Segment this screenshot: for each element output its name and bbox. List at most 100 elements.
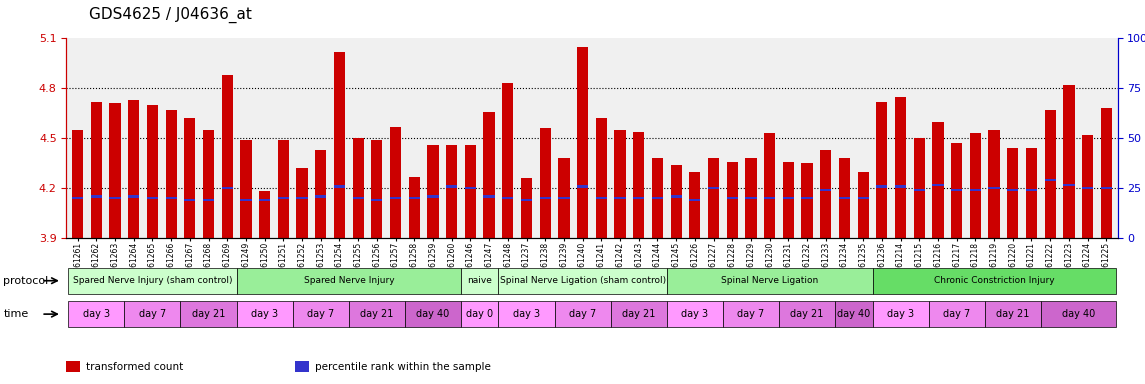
Bar xyxy=(409,177,420,238)
Bar xyxy=(1044,110,1056,238)
Bar xyxy=(876,185,887,187)
Bar xyxy=(371,140,382,238)
Bar xyxy=(503,197,513,199)
Bar xyxy=(895,97,906,238)
Bar xyxy=(539,128,551,238)
Bar xyxy=(128,100,140,238)
Bar xyxy=(895,185,906,187)
Bar xyxy=(483,112,495,238)
Bar xyxy=(409,197,420,199)
Bar xyxy=(371,199,382,201)
Bar xyxy=(932,184,943,186)
Bar xyxy=(820,189,831,191)
Bar xyxy=(297,197,308,199)
Bar xyxy=(988,130,1000,238)
Bar xyxy=(72,130,84,238)
Text: day 7: day 7 xyxy=(943,309,970,319)
Text: Chronic Constriction Injury: Chronic Constriction Injury xyxy=(934,276,1055,285)
Bar xyxy=(521,199,532,201)
Bar xyxy=(671,195,681,197)
Text: transformed count: transformed count xyxy=(86,362,183,372)
Bar xyxy=(727,162,737,238)
Bar xyxy=(390,127,401,238)
Bar xyxy=(166,110,176,238)
Bar xyxy=(203,199,214,201)
Text: day 21: day 21 xyxy=(790,309,823,319)
Text: time: time xyxy=(3,309,29,319)
Text: Spinal Nerve Ligation: Spinal Nerve Ligation xyxy=(721,276,819,285)
Text: GDS4625 / J04636_at: GDS4625 / J04636_at xyxy=(89,7,252,23)
Bar xyxy=(876,102,887,238)
Text: Spared Nerve Injury: Spared Nerve Injury xyxy=(303,276,394,285)
Bar xyxy=(297,168,308,238)
Bar xyxy=(222,187,232,189)
Bar xyxy=(1026,189,1037,191)
Bar xyxy=(970,189,981,191)
Text: day 21: day 21 xyxy=(996,309,1029,319)
Bar xyxy=(858,197,869,199)
Bar xyxy=(1064,85,1074,238)
Bar xyxy=(240,140,252,238)
Bar xyxy=(1008,148,1018,238)
Bar xyxy=(689,172,701,238)
Text: day 7: day 7 xyxy=(737,309,765,319)
Bar xyxy=(633,197,645,199)
Bar xyxy=(259,192,270,238)
Bar xyxy=(708,187,719,189)
Bar xyxy=(184,118,196,238)
Text: protocol: protocol xyxy=(3,276,49,286)
Bar xyxy=(595,118,607,238)
Bar xyxy=(334,52,345,238)
Bar xyxy=(465,187,476,189)
Text: day 0: day 0 xyxy=(466,309,493,319)
Bar xyxy=(988,187,1000,189)
Bar xyxy=(914,189,925,191)
Text: Spinal Nerve Ligation (sham control): Spinal Nerve Ligation (sham control) xyxy=(499,276,665,285)
Bar xyxy=(90,102,102,238)
Text: day 21: day 21 xyxy=(192,309,226,319)
Bar xyxy=(539,197,551,199)
Bar xyxy=(708,158,719,238)
Bar xyxy=(951,189,962,191)
Bar xyxy=(839,197,850,199)
Bar xyxy=(390,197,401,199)
Bar xyxy=(839,158,850,238)
Text: day 3: day 3 xyxy=(513,309,540,319)
Bar xyxy=(465,145,476,238)
Bar xyxy=(447,185,457,187)
Text: day 3: day 3 xyxy=(681,309,709,319)
Text: day 21: day 21 xyxy=(361,309,394,319)
Bar xyxy=(764,197,775,199)
Bar xyxy=(483,195,495,197)
Bar xyxy=(72,197,84,199)
Bar xyxy=(559,158,569,238)
Bar xyxy=(689,199,701,201)
Bar xyxy=(1064,184,1074,186)
Bar xyxy=(652,197,663,199)
Bar xyxy=(1100,108,1112,238)
Text: day 3: day 3 xyxy=(887,309,914,319)
Bar xyxy=(633,132,645,238)
Bar xyxy=(615,197,625,199)
Bar xyxy=(559,197,569,199)
Text: day 7: day 7 xyxy=(139,309,166,319)
Bar xyxy=(222,75,232,238)
Text: day 40: day 40 xyxy=(417,309,450,319)
Text: Spared Nerve Injury (sham control): Spared Nerve Injury (sham control) xyxy=(72,276,232,285)
Bar xyxy=(259,199,270,201)
Bar xyxy=(802,163,813,238)
Bar xyxy=(595,197,607,199)
Bar xyxy=(521,178,532,238)
Bar xyxy=(1100,187,1112,189)
Bar xyxy=(110,197,120,199)
Bar xyxy=(147,105,158,238)
Text: day 21: day 21 xyxy=(622,309,655,319)
Text: day 40: day 40 xyxy=(837,309,870,319)
Bar xyxy=(315,150,326,238)
Bar xyxy=(1082,135,1093,238)
Bar xyxy=(240,199,252,201)
Bar xyxy=(1008,189,1018,191)
Bar xyxy=(203,130,214,238)
Bar xyxy=(166,197,176,199)
Bar xyxy=(745,158,757,238)
